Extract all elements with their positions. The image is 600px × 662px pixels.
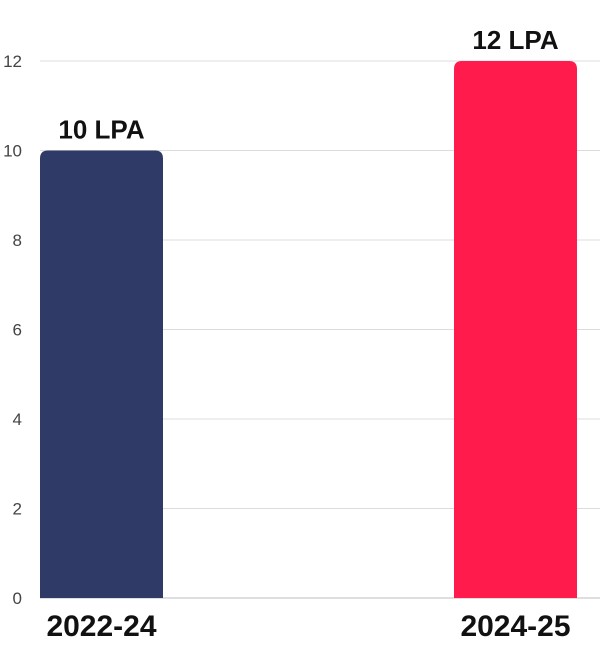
y-tick-label: 4 — [13, 410, 22, 429]
bars — [40, 61, 577, 598]
y-tick-label: 6 — [13, 321, 22, 340]
bar-2022-24 — [40, 150, 163, 598]
x-tick-label: 2024-25 — [460, 610, 570, 643]
y-axis: 0 2 4 6 8 10 12 — [3, 52, 22, 608]
data-labels: 10 LPA 12 LPA — [58, 25, 558, 145]
y-tick-label: 10 — [3, 142, 22, 161]
y-tick-label: 2 — [13, 500, 22, 519]
y-tick-label: 0 — [13, 589, 22, 608]
x-axis: 2022-24 2024-25 — [46, 610, 570, 643]
bar-2024-25 — [454, 61, 577, 598]
y-tick-label: 8 — [13, 231, 22, 250]
data-label: 12 LPA — [472, 25, 558, 55]
data-label: 10 LPA — [58, 115, 144, 145]
x-tick-label: 2022-24 — [46, 610, 156, 643]
y-tick-label: 12 — [3, 52, 22, 71]
